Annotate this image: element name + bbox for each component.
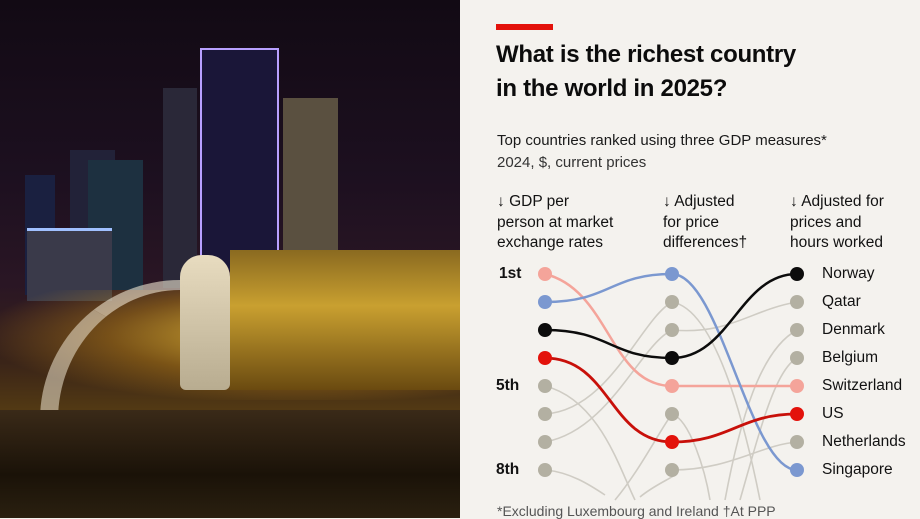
country-label-netherlands: Netherlands (822, 433, 906, 450)
accent-bar (496, 24, 553, 30)
country-label-belgium: Belgium (822, 349, 878, 366)
singapore-skyline-photo (0, 0, 460, 518)
title-line-2: in the world in 2025? (496, 75, 728, 102)
chart-card: What is the richest country in the world… (460, 0, 920, 519)
footnote: *Excluding Luxembourg and Ireland †At PP… (497, 503, 776, 519)
country-label-norway: Norway (822, 265, 875, 282)
column-3-dots (790, 267, 804, 477)
column-1-dots (538, 267, 552, 477)
chart-units: 2024, $, current prices (497, 154, 647, 171)
column-header-market-rates: ↓ GDP per person at market exchange rate… (497, 193, 614, 251)
column-header-price-adjusted: ↓ Adjusted for price differences† (663, 193, 748, 251)
title-line-1: What is the richest country (496, 41, 796, 68)
down-arrow-icon: ↓ (497, 193, 505, 210)
rank-label-5th: 5th (496, 377, 520, 394)
chart-subtitle: Top countries ranked using three GDP mea… (497, 132, 827, 149)
switzerland-line (544, 272, 797, 388)
norway-line (544, 272, 798, 360)
singapore-line (544, 272, 798, 472)
rank-label-8th: 8th (496, 461, 520, 478)
country-label-us: US (822, 405, 844, 422)
country-label-denmark: Denmark (822, 321, 885, 338)
slope-chart (538, 267, 804, 501)
country-label-singapore: Singapore (822, 461, 893, 478)
down-arrow-icon: ↓ (663, 193, 671, 210)
merlion-statue (180, 255, 230, 390)
chart-title: What is the richest country in the world… (496, 38, 896, 106)
rank-label-1st: 1st (499, 265, 522, 282)
down-arrow-icon: ↓ (790, 193, 798, 210)
column-header-hours-adjusted: ↓ Adjusted for prices and hours worked (790, 193, 884, 251)
country-label-qatar: Qatar (822, 293, 861, 310)
country-label-switzerland: Switzerland (822, 377, 903, 394)
column-2-dots (665, 267, 679, 477)
